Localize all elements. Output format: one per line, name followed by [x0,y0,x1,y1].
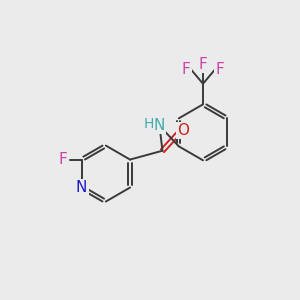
Text: F: F [182,61,191,76]
Text: H: H [143,117,154,131]
Text: F: F [199,57,207,72]
Text: N: N [76,180,87,195]
Text: N: N [154,118,165,133]
Text: F: F [215,61,224,76]
Text: O: O [177,123,189,138]
Text: F: F [59,152,68,167]
